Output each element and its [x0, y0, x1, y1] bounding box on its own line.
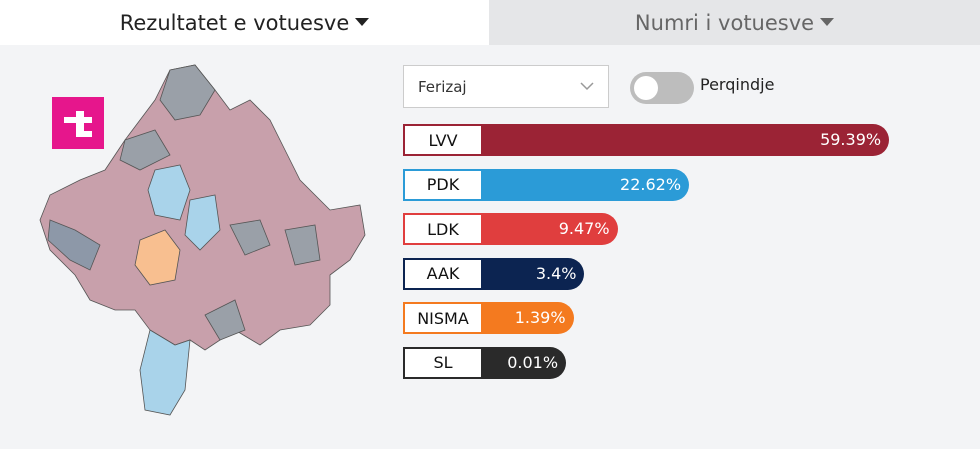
value-label: 22.62%	[620, 174, 682, 194]
bar-row: AAK 3.4%	[403, 257, 585, 290]
party-label: LVV	[403, 124, 483, 156]
bar	[403, 124, 890, 156]
value-label: 9.47%	[558, 219, 610, 238]
party-label: NISMA	[403, 302, 483, 334]
value-label: 0.01%	[507, 352, 559, 372]
bar-row: LDK 9.47%	[403, 213, 618, 245]
caret	[820, 18, 835, 26]
logo	[52, 97, 104, 149]
percent-toggle[interactable]	[630, 72, 694, 104]
value-label: 3.4%	[535, 263, 577, 283]
value-label: 1.39%	[514, 308, 566, 327]
bar-row: SL 0.01%	[403, 346, 567, 379]
tab-voters[interactable]: Numri i votuesve	[489, 0, 980, 45]
tab-label: Numri i votuesve	[634, 10, 815, 35]
toggle-label: Perqindje	[700, 75, 775, 94]
bar-row: PDK 22.62%	[403, 168, 690, 201]
bar-row: NISMA 1.39%	[403, 302, 574, 334]
party-label: LDK	[403, 213, 483, 245]
caret	[355, 18, 370, 26]
bar-row: LVV 59.39%	[403, 124, 890, 156]
party-label: PDK	[403, 168, 483, 201]
value-label: 59.39%	[820, 130, 882, 149]
tab-label: Rezultatet e votuesve	[119, 10, 350, 35]
tab-results[interactable]: Rezultatet e votuesve	[0, 0, 489, 45]
dropdown-value: Ferizaj	[418, 77, 467, 96]
district-dropdown[interactable]: Ferizaj	[403, 65, 609, 108]
map	[39, 64, 366, 416]
party-label: SL	[403, 346, 483, 379]
toggle-knob	[634, 76, 658, 100]
chevron	[580, 82, 594, 91]
party-label: AAK	[403, 257, 483, 290]
